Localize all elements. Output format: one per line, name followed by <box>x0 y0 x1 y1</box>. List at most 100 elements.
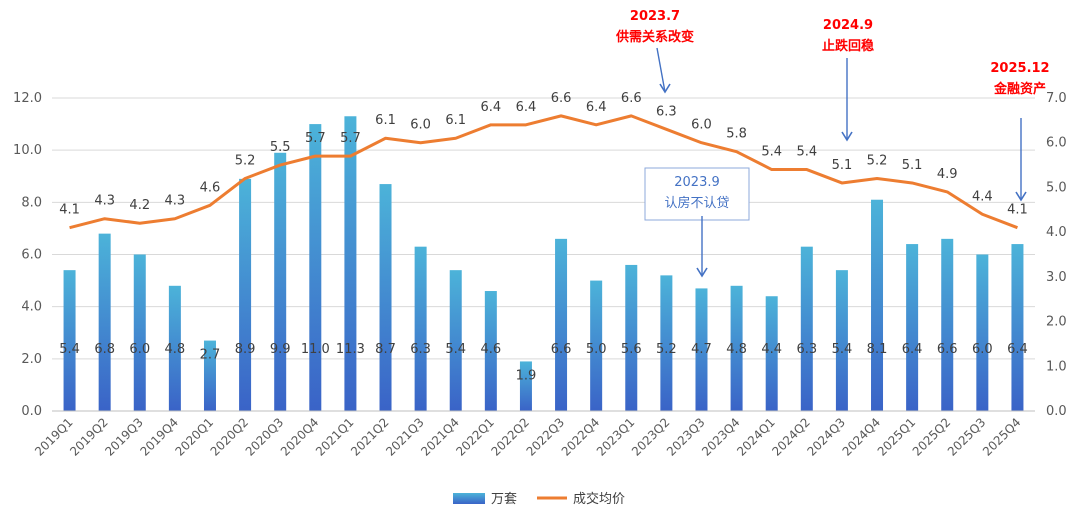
bar-value-label: 6.6 <box>937 342 958 357</box>
bar-value-label: 2.7 <box>200 348 221 363</box>
line-value-label: 5.7 <box>340 131 361 146</box>
bar-value-label: 6.3 <box>410 342 431 357</box>
x-tick-label: 2021Q3 <box>383 415 427 459</box>
x-tick-label: 2022Q3 <box>524 415 568 459</box>
bar-value-label: 4.4 <box>761 342 782 357</box>
x-tick-label: 2020Q4 <box>278 415 322 459</box>
y-right-tick-label: 5.0 <box>1046 180 1067 195</box>
bar <box>519 361 532 411</box>
line-value-label: 5.2 <box>235 153 256 168</box>
line-value-label: 6.6 <box>621 91 642 106</box>
bar <box>555 238 568 411</box>
x-tick-label: 2019Q1 <box>32 415 76 459</box>
bar <box>730 285 743 411</box>
x-tick-label: 2020Q2 <box>208 415 252 459</box>
line-value-label: 4.3 <box>94 194 115 209</box>
line-value-label: 5.4 <box>761 145 782 160</box>
bar <box>1011 244 1024 411</box>
line-value-label: 5.1 <box>902 158 923 173</box>
bar <box>695 288 708 411</box>
x-tick-label: 2024Q3 <box>804 415 848 459</box>
legend-label-line: 成交均价 <box>573 491 625 507</box>
y-right-tick-label: 3.0 <box>1046 270 1067 285</box>
y-left-tick-label: 4.0 <box>21 300 42 315</box>
gridlines <box>52 97 1035 412</box>
x-tick-label: 2020Q1 <box>173 415 217 459</box>
bar-value-label: 5.0 <box>586 342 607 357</box>
bar <box>379 184 392 411</box>
bar <box>239 178 252 411</box>
legend-label-bar: 万套 <box>491 491 517 507</box>
annotation-text: 供需关系改变 <box>615 29 694 45</box>
bar-value-label: 6.4 <box>902 342 923 357</box>
bar <box>309 124 322 411</box>
bar <box>344 116 357 411</box>
y-left-tick-label: 0.0 <box>21 404 42 419</box>
line-value-label: 6.1 <box>375 113 396 128</box>
annotation-text: 2023.9 <box>674 175 720 190</box>
y-left-tick-label: 6.0 <box>21 248 42 263</box>
x-tick-label: 2022Q1 <box>453 415 497 459</box>
x-tick-label: 2023Q2 <box>629 415 673 459</box>
bar <box>414 246 427 411</box>
legend: 万套 成交均价 <box>453 491 625 507</box>
x-tick-label: 2019Q3 <box>102 415 146 459</box>
arrow-head <box>696 267 708 278</box>
bar-value-label: 4.8 <box>726 342 747 357</box>
line-value-label: 5.8 <box>726 127 747 142</box>
line-value-label: 5.2 <box>867 153 888 168</box>
bar-value-label: 6.0 <box>129 342 150 357</box>
line-value-label: 4.4 <box>972 189 993 204</box>
line-series <box>69 114 1018 230</box>
bar <box>800 246 813 411</box>
price-line <box>69 114 1018 230</box>
line-value-label: 5.4 <box>796 145 817 160</box>
y-right-tick-label: 1.0 <box>1046 359 1067 374</box>
line-value-label: 6.4 <box>586 100 607 115</box>
bar-value-label: 6.6 <box>551 342 572 357</box>
x-tick-label: 2024Q2 <box>769 415 813 459</box>
y-right-tick-label: 6.0 <box>1046 136 1067 151</box>
x-tick-label: 2022Q4 <box>559 415 603 459</box>
x-tick-label: 2022Q2 <box>488 415 532 459</box>
annotation-text: 止跌回稳 <box>822 38 874 54</box>
bar-value-label: 5.4 <box>832 342 853 357</box>
x-tick-label: 2023Q4 <box>699 415 743 459</box>
bar <box>976 254 989 411</box>
bar-value-label: 5.4 <box>59 342 80 357</box>
bar-series <box>63 116 1024 411</box>
x-tick-label: 2021Q2 <box>348 415 392 459</box>
annotation-text: 2024.9 <box>823 18 873 33</box>
bar-value-label: 1.9 <box>516 368 537 383</box>
bar-value-label: 9.9 <box>270 342 291 357</box>
line-value-label: 6.4 <box>480 100 501 115</box>
annotation-arrow <box>656 47 666 93</box>
bar-value-label: 4.8 <box>165 342 186 357</box>
bar <box>835 270 848 411</box>
x-tick-label: 2020Q3 <box>243 415 287 459</box>
arrow-head <box>659 83 671 94</box>
x-tick-label: 2023Q3 <box>664 415 708 459</box>
bar-value-label: 5.2 <box>656 342 677 357</box>
bar-value-label: 8.9 <box>235 342 256 357</box>
bar-value-label: 6.8 <box>94 342 115 357</box>
x-tick-label: 2024Q1 <box>734 415 778 459</box>
x-tick-label: 2025Q1 <box>875 415 919 459</box>
bar-value-label: 11.0 <box>301 342 330 357</box>
annotation-text: 2023.7 <box>630 9 680 24</box>
bar-value-label: 8.7 <box>375 342 396 357</box>
bar <box>168 285 181 411</box>
line-value-label: 6.1 <box>445 113 466 128</box>
bar-value-label: 8.1 <box>867 342 888 357</box>
data-labels: 5.4 6.8 6.0 4.8 2.7 8.9 9.9 11.0 11.3 8.7 6.3 5.4 4.… <box>59 91 1028 384</box>
y-right-tick-label: 7.0 <box>1046 91 1067 106</box>
bar <box>98 233 111 411</box>
line-value-label: 5.5 <box>270 140 291 155</box>
legend-swatch-bar <box>453 493 485 504</box>
x-tick-label: 2021Q1 <box>313 415 357 459</box>
bar-value-label: 6.3 <box>796 342 817 357</box>
y-left-tick-label: 12.0 <box>13 91 42 106</box>
bar-value-label: 5.4 <box>445 342 466 357</box>
line-value-label: 4.1 <box>59 203 80 218</box>
